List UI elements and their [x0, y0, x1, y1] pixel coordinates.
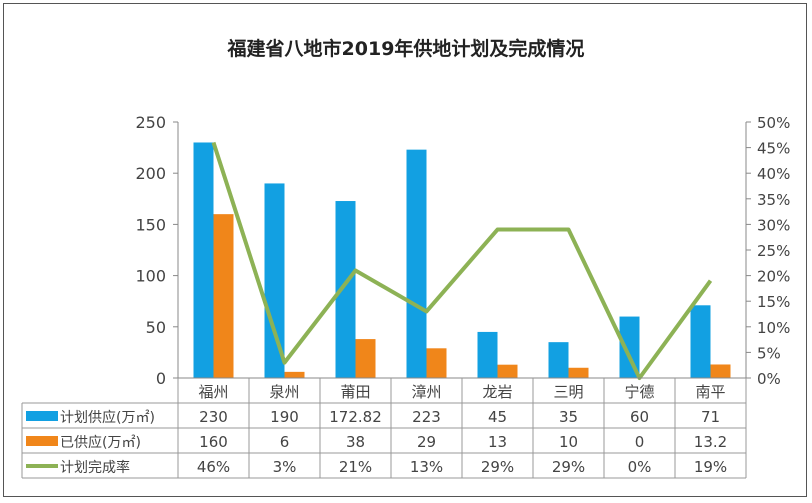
table-cell: 0%	[628, 458, 652, 476]
bar-1	[710, 364, 731, 378]
bar-0	[264, 183, 285, 378]
table-cell: 160	[199, 433, 228, 451]
table-cell: 10	[559, 433, 578, 451]
legend-label: 计划完成率	[60, 459, 130, 476]
bar-0	[477, 331, 498, 378]
y-tick-label: 250	[135, 113, 166, 132]
y-tick-label: 0	[156, 369, 166, 388]
table-cell: 13.2	[694, 433, 727, 451]
bar-1	[568, 367, 589, 378]
bar-1	[426, 348, 447, 378]
category-label: 宁德	[624, 383, 654, 401]
y2-tick-label: 15%	[757, 293, 790, 311]
category-label: 三明	[553, 383, 583, 401]
y-tick-label: 50	[146, 318, 166, 337]
y2-tick-label: 5%	[757, 344, 781, 362]
y-tick-label: 200	[135, 164, 166, 183]
bar-1	[497, 364, 518, 378]
bar-0	[406, 149, 427, 378]
y2-tick-label: 30%	[757, 216, 790, 234]
table-cell: 21%	[339, 458, 372, 476]
table-cell: 6	[280, 433, 290, 451]
table-cell: 19%	[694, 458, 727, 476]
table-cell: 223	[412, 408, 441, 426]
chart-title: 福建省八地市2019年供地计划及完成情况	[227, 38, 585, 60]
legend-label: 已供应(万㎡)	[60, 434, 141, 451]
table-cell: 29%	[481, 458, 514, 476]
chart-frame	[3, 3, 807, 497]
legend-key-0	[26, 411, 58, 421]
table-cell: 29%	[552, 458, 585, 476]
table-cell: 172.82	[329, 408, 382, 426]
table-cell: 60	[630, 408, 649, 426]
table-cell: 230	[199, 408, 228, 426]
table-cell: 45	[488, 408, 507, 426]
bar-0	[335, 201, 356, 378]
category-label: 莆田	[340, 383, 370, 401]
y2-tick-label: 25%	[757, 242, 790, 260]
table-cell: 13%	[410, 458, 443, 476]
y2-tick-label: 40%	[757, 165, 790, 183]
table-cell: 35	[559, 408, 578, 426]
y2-tick-label: 20%	[757, 268, 790, 286]
table-cell: 3%	[273, 458, 297, 476]
bar-0	[690, 305, 711, 378]
category-label: 漳州	[411, 383, 441, 401]
y-tick-label: 100	[135, 267, 166, 286]
line-series	[211, 141, 713, 380]
bar-0	[619, 316, 640, 378]
category-label: 泉州	[269, 383, 299, 401]
table-cell: 71	[701, 408, 720, 426]
table-cell: 29	[417, 433, 436, 451]
y2-tick-label: 10%	[757, 319, 790, 337]
y2-tick-label: 50%	[757, 114, 790, 132]
legend-key-1	[26, 436, 58, 446]
category-label: 福州	[198, 383, 228, 401]
bar-1	[284, 371, 305, 378]
bar-1	[355, 339, 376, 378]
bar-0	[548, 342, 569, 378]
legend-label: 计划供应(万㎡)	[60, 409, 155, 426]
y-tick-label: 150	[135, 215, 166, 234]
y2-tick-label: 35%	[757, 191, 790, 209]
table-cell: 190	[270, 408, 299, 426]
table-cell: 13	[488, 433, 507, 451]
category-label: 龙岩	[482, 383, 512, 401]
category-label: 南平	[695, 383, 725, 401]
table-cell: 0	[635, 433, 645, 451]
table-cell: 38	[346, 433, 365, 451]
y2-tick-label: 0%	[757, 370, 781, 388]
bar-1	[213, 214, 234, 378]
y2-tick-label: 45%	[757, 140, 790, 158]
bar-0	[193, 142, 214, 378]
table-cell: 46%	[197, 458, 230, 476]
